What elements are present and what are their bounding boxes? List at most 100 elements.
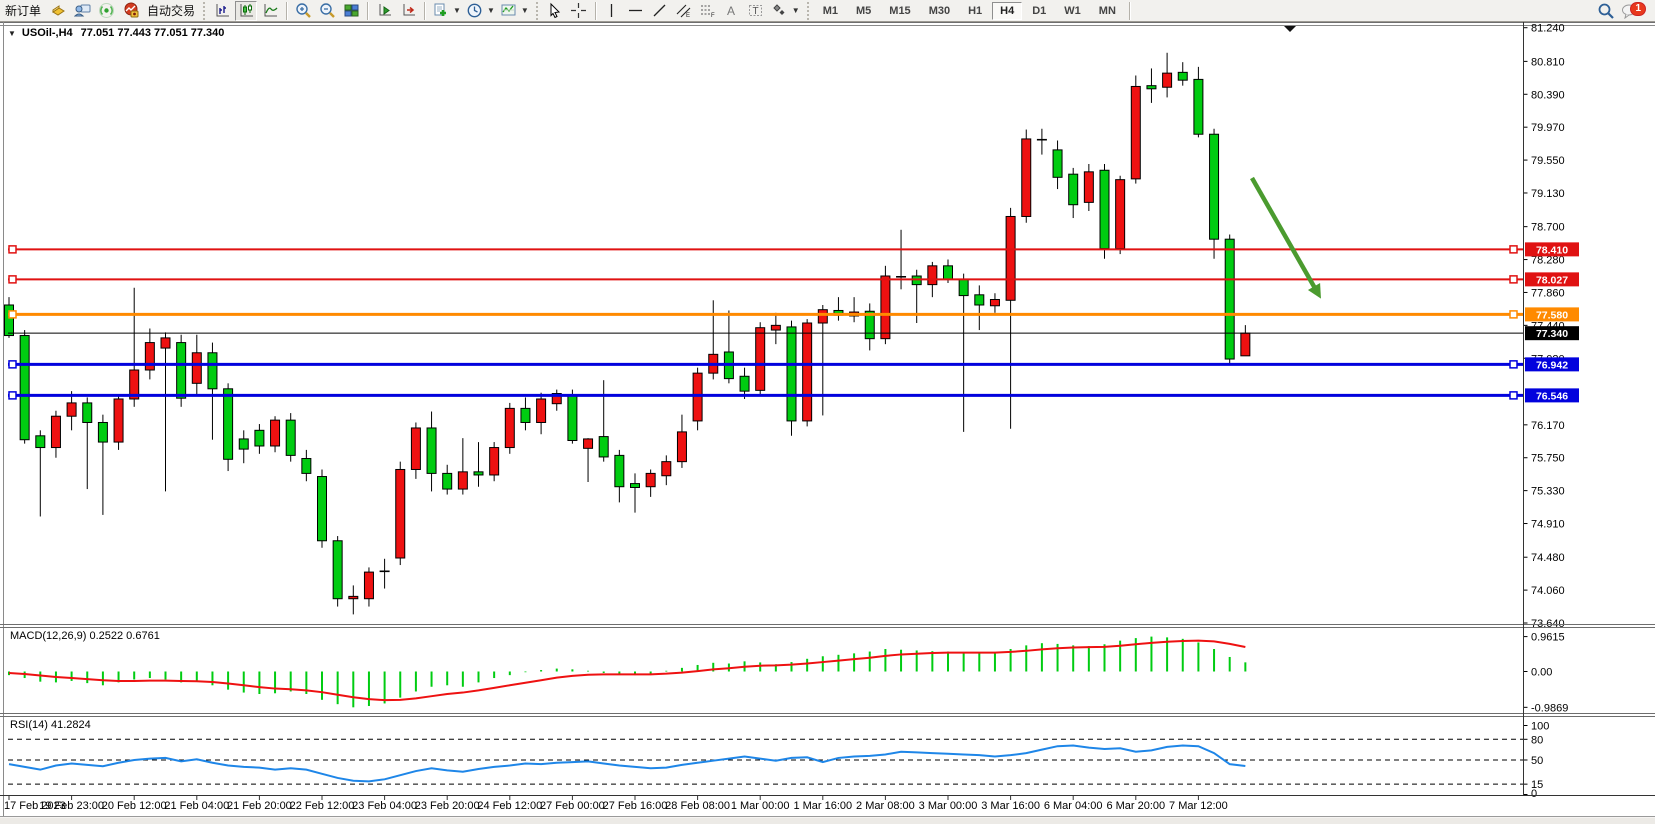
line-chart-icon (264, 4, 277, 17)
user-icon (73, 4, 91, 17)
svg-text:0: 0 (1531, 788, 1537, 800)
zoom-in-icon (295, 3, 311, 18)
svg-text:75.330: 75.330 (1531, 486, 1565, 498)
tab-timeframe-h4[interactable]: H4 (992, 1, 1023, 20)
svg-text:3 Mar 16:00: 3 Mar 16:00 (981, 800, 1040, 812)
bar-chart-button[interactable] (211, 1, 233, 21)
trendline-tool[interactable] (649, 1, 671, 21)
tab-timeframe-m15[interactable]: M15 (889, 4, 911, 17)
time-axis[interactable] (0, 796, 1524, 816)
horizontal-line-tool[interactable] (625, 1, 647, 21)
svg-text:1 Mar 16:00: 1 Mar 16:00 (793, 800, 852, 812)
svg-text:20 Feb 12:00: 20 Feb 12:00 (102, 800, 167, 812)
accounts-button[interactable] (71, 1, 93, 21)
notifications-button[interactable]: 1 (1619, 1, 1646, 21)
shapes-dropdown[interactable]: ▼ (791, 6, 800, 15)
auto-scroll-button[interactable] (373, 1, 395, 21)
tab-timeframe-m5[interactable]: M5 (856, 4, 872, 17)
channel-icon: E (676, 4, 691, 19)
svg-text:81.240: 81.240 (1531, 23, 1565, 35)
tab-timeframe-w1[interactable]: W1 (1064, 4, 1081, 17)
autotrade-button[interactable] (119, 1, 143, 21)
shapes-tool[interactable] (769, 1, 791, 21)
tab-timeframe-m1[interactable]: M1 (822, 4, 838, 17)
tile-windows-icon (344, 4, 359, 17)
candlestick-chart-button[interactable] (235, 0, 258, 21)
svg-text:6 Mar 04:00: 6 Mar 04:00 (1044, 800, 1103, 812)
fibonacci-tool[interactable]: F (697, 1, 719, 21)
text-tool[interactable]: A (721, 1, 743, 21)
svg-text:19 Feb 23:00: 19 Feb 23:00 (39, 800, 104, 812)
market-watch-icon[interactable] (47, 1, 69, 21)
svg-text:80: 80 (1531, 734, 1543, 746)
text-icon: A (727, 4, 735, 18)
chart-shift-button[interactable] (397, 1, 419, 21)
svg-text:76.546: 76.546 (1536, 390, 1568, 402)
svg-text:22 Feb 12:00: 22 Feb 12:00 (290, 800, 355, 812)
svg-text:6 Mar 20:00: 6 Mar 20:00 (1106, 800, 1165, 812)
toolbar-separator (367, 1, 369, 20)
svg-text:78.410: 78.410 (1536, 244, 1568, 256)
svg-text:50: 50 (1531, 755, 1543, 767)
new-chart-dropdown[interactable]: ▼ (453, 6, 461, 15)
tab-timeframe-m30[interactable]: M30 (928, 4, 951, 17)
price-axis[interactable] (1524, 22, 1655, 795)
new-chart-button[interactable] (430, 1, 452, 21)
search-icon (1598, 3, 1614, 19)
period-dropdown[interactable]: ▼ (486, 6, 495, 15)
macd-indicator-label: MACD(12,26,9) 0.2522 0.6761 (10, 630, 160, 642)
label-icon: T (749, 5, 763, 17)
search-button[interactable] (1595, 1, 1617, 21)
zoom-out-button[interactable] (316, 1, 338, 21)
svg-text:78.027: 78.027 (1536, 274, 1568, 286)
toolbar-grip[interactable] (533, 1, 540, 20)
toolbar-grip[interactable] (201, 1, 208, 20)
line-chart-button[interactable] (259, 1, 281, 21)
crosshair-icon (571, 3, 587, 18)
tile-windows-button[interactable] (340, 1, 362, 21)
label-tool[interactable]: T (745, 1, 767, 21)
tab-timeframe-mn[interactable]: MN (1098, 4, 1116, 17)
tab-timeframe-d1[interactable]: D1 (1032, 4, 1047, 17)
svg-text:15: 15 (1531, 779, 1543, 791)
svg-text:T: T (753, 6, 759, 17)
vertical-line-tool[interactable] (601, 1, 623, 21)
svg-text:74.910: 74.910 (1531, 519, 1565, 531)
svg-text:23 Feb 20:00: 23 Feb 20:00 (415, 800, 480, 812)
cursor-button[interactable] (544, 1, 566, 21)
svg-text:24 Feb 12:00: 24 Feb 12:00 (477, 800, 542, 812)
chart-menu-toggle[interactable]: ▼ (8, 28, 16, 38)
new-order-label: 新订单 (5, 4, 42, 18)
crosshair-button[interactable] (568, 1, 590, 21)
toolbar-grip[interactable] (804, 1, 811, 20)
svg-text:77.860: 77.860 (1531, 287, 1565, 299)
signals-button[interactable] (95, 1, 117, 21)
svg-text:80.810: 80.810 (1531, 56, 1565, 68)
indicators-icon (501, 4, 516, 16)
notification-badge: 1 (1630, 2, 1646, 16)
toolbar-separator (1128, 1, 1130, 20)
svg-text:7 Mar 12:00: 7 Mar 12:00 (1169, 800, 1228, 812)
tab-timeframe-h1[interactable]: H1 (968, 4, 983, 17)
svg-text:79.550: 79.550 (1531, 155, 1565, 167)
candlestick-icon (240, 4, 253, 17)
indicators-dropdown[interactable]: ▼ (520, 6, 529, 15)
channel-tool[interactable]: E (673, 1, 695, 21)
new-order-button[interactable]: 新订单 (1, 1, 45, 21)
zoom-in-button[interactable] (292, 1, 314, 21)
svg-text:2 Mar 08:00: 2 Mar 08:00 (856, 800, 915, 812)
indicators-button[interactable] (498, 1, 520, 21)
trendline-icon (653, 4, 666, 17)
svg-text:17 Feb 2023: 17 Feb 2023 (4, 800, 66, 812)
rsi-indicator-label: RSI(14) 41.2824 (10, 719, 91, 731)
svg-text:74.060: 74.060 (1531, 585, 1565, 597)
clock-icon (468, 3, 482, 18)
period-button[interactable] (464, 1, 486, 21)
svg-text:76.942: 76.942 (1536, 359, 1568, 371)
svg-text:77.340: 77.340 (1536, 328, 1568, 340)
signal-icon (98, 3, 114, 18)
toolbar-right: 1 (1594, 0, 1647, 22)
vline-icon (611, 4, 613, 17)
svg-text:80.390: 80.390 (1531, 89, 1565, 101)
